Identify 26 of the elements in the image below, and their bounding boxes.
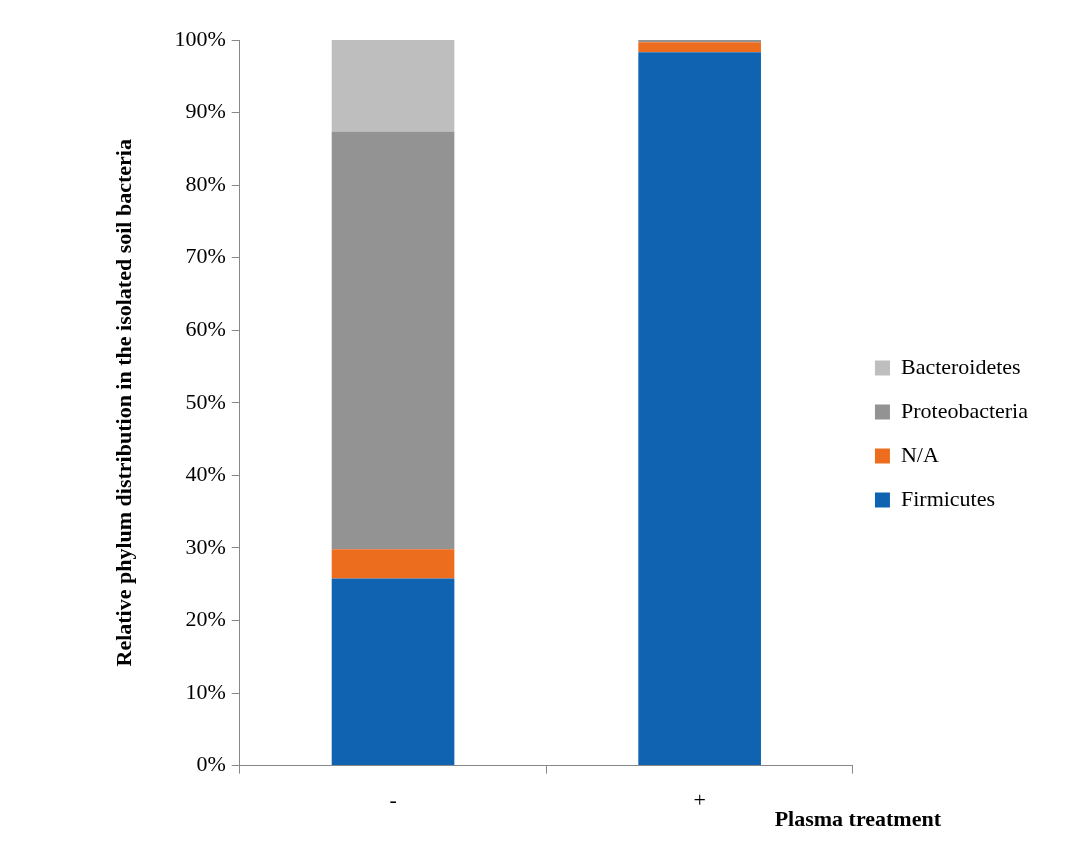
y-tick-label: 30% (185, 533, 226, 559)
y-tick-label: 10% (185, 678, 226, 704)
bar (331, 549, 455, 579)
y-tick-label: 0% (196, 751, 226, 777)
bar (638, 52, 761, 766)
legend-label: Bacteroidetes (900, 353, 1021, 379)
y-tick-label: 20% (185, 606, 226, 632)
y-tick-label: 40% (185, 461, 226, 487)
bar (331, 578, 455, 766)
bar (638, 40, 761, 43)
y-tick-label: 70% (185, 243, 226, 269)
bar (638, 42, 761, 53)
y-tick-label: 80% (185, 170, 226, 196)
x-tick-label: + (693, 786, 706, 812)
legend-label: Firmicutes (900, 485, 996, 511)
x-axis-title: Plasma treatment (774, 805, 942, 831)
legend-label: Proteobacteria (900, 397, 1029, 423)
legend-label: N/A (900, 441, 939, 467)
y-tick-label: 100% (174, 25, 226, 51)
y-tick-label: 60% (185, 316, 226, 342)
y-tick-label: 50% (185, 388, 226, 414)
bar (331, 131, 455, 550)
bar (331, 40, 455, 132)
y-tick-label: 90% (185, 98, 226, 124)
y-axis-title: Relative phylum distribution in the isolated soil bacteria (110, 139, 136, 667)
x-tick-label: - (389, 786, 397, 812)
